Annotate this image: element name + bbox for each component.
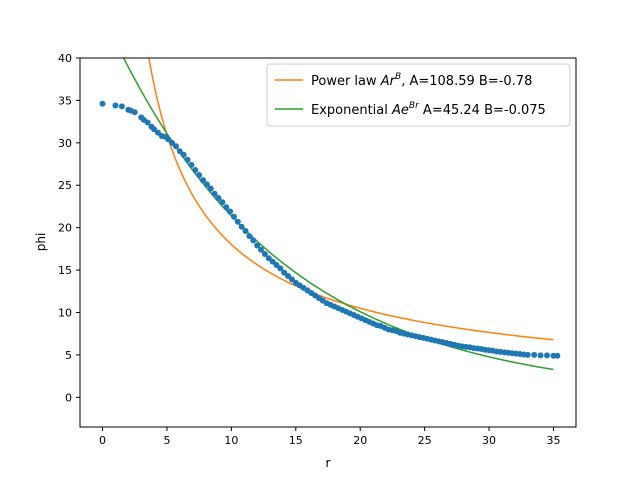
data-point — [165, 136, 172, 143]
data-point — [176, 148, 183, 155]
legend: Power law ArB, A=108.59 B=-0.78 Exponent… — [266, 63, 571, 127]
x-tick-label: 5 — [163, 434, 170, 447]
data-point — [269, 258, 276, 265]
data-point — [230, 213, 237, 220]
data-point — [524, 351, 531, 358]
data-point — [238, 223, 245, 230]
data-point — [544, 352, 551, 359]
x-tick-label: 20 — [353, 434, 367, 447]
data-point — [215, 194, 222, 201]
data-point — [250, 237, 257, 244]
data-point — [258, 246, 265, 253]
data-point — [246, 233, 253, 240]
data-point — [184, 156, 191, 163]
data-point — [118, 103, 125, 110]
data-point — [211, 190, 218, 197]
data-point — [273, 261, 280, 268]
plot-frame — [79, 57, 577, 428]
y-axis-label: phi — [34, 233, 48, 252]
legend-box — [266, 63, 571, 127]
scatter-series — [99, 100, 561, 359]
data-point — [554, 352, 561, 359]
data-point — [188, 161, 195, 168]
data-point — [99, 100, 106, 107]
x-axis: 0 5 10 15 20 25 30 35 — [99, 427, 560, 447]
data-point — [151, 126, 158, 133]
y-tick-label: 30 — [58, 137, 72, 150]
data-point — [261, 250, 268, 257]
legend-power-label: Power law ArB, A=108.59 B=-0.78 — [311, 72, 532, 89]
data-point — [154, 129, 161, 136]
x-tick-label: 25 — [418, 434, 432, 447]
data-point — [196, 172, 203, 179]
data-point — [131, 109, 138, 116]
y-tick-label: 25 — [58, 179, 72, 192]
data-point — [254, 242, 261, 249]
legend-exponential-label: Exponential AeBr A=45.24 B=-0.075 — [311, 101, 546, 118]
data-point — [285, 273, 292, 280]
data-point — [144, 119, 151, 126]
y-tick-label: 15 — [58, 264, 72, 277]
data-point — [169, 139, 176, 146]
x-tick-label: 30 — [482, 434, 496, 447]
x-axis-label: r — [326, 456, 331, 470]
data-point — [537, 352, 544, 359]
data-point — [281, 269, 288, 276]
data-point — [265, 255, 272, 262]
data-point — [180, 151, 187, 158]
data-point — [219, 199, 226, 206]
y-tick-label: 35 — [58, 94, 72, 107]
data-point — [277, 265, 284, 272]
x-tick-label: 0 — [99, 434, 106, 447]
power-law-fit-line — [148, 58, 554, 341]
data-point — [242, 228, 249, 235]
data-point — [234, 218, 241, 225]
y-tick-label: 0 — [65, 391, 72, 404]
data-point — [531, 351, 538, 358]
data-point — [288, 276, 295, 283]
y-tick-label: 10 — [58, 306, 72, 319]
x-tick-label: 10 — [224, 434, 238, 447]
data-point — [207, 185, 214, 192]
data-point — [200, 177, 207, 184]
data-point — [203, 181, 210, 188]
x-tick-label: 35 — [546, 434, 560, 447]
y-tick-label: 5 — [65, 349, 72, 362]
x-tick-label: 15 — [289, 434, 303, 447]
y-axis: 0 5 10 15 20 25 30 35 40 — [58, 52, 80, 404]
y-tick-label: 40 — [58, 52, 72, 65]
y-tick-label: 20 — [58, 222, 72, 235]
data-point — [227, 208, 234, 215]
data-point — [112, 102, 119, 109]
data-point — [172, 143, 179, 150]
data-point — [192, 166, 199, 173]
data-point — [223, 204, 230, 211]
